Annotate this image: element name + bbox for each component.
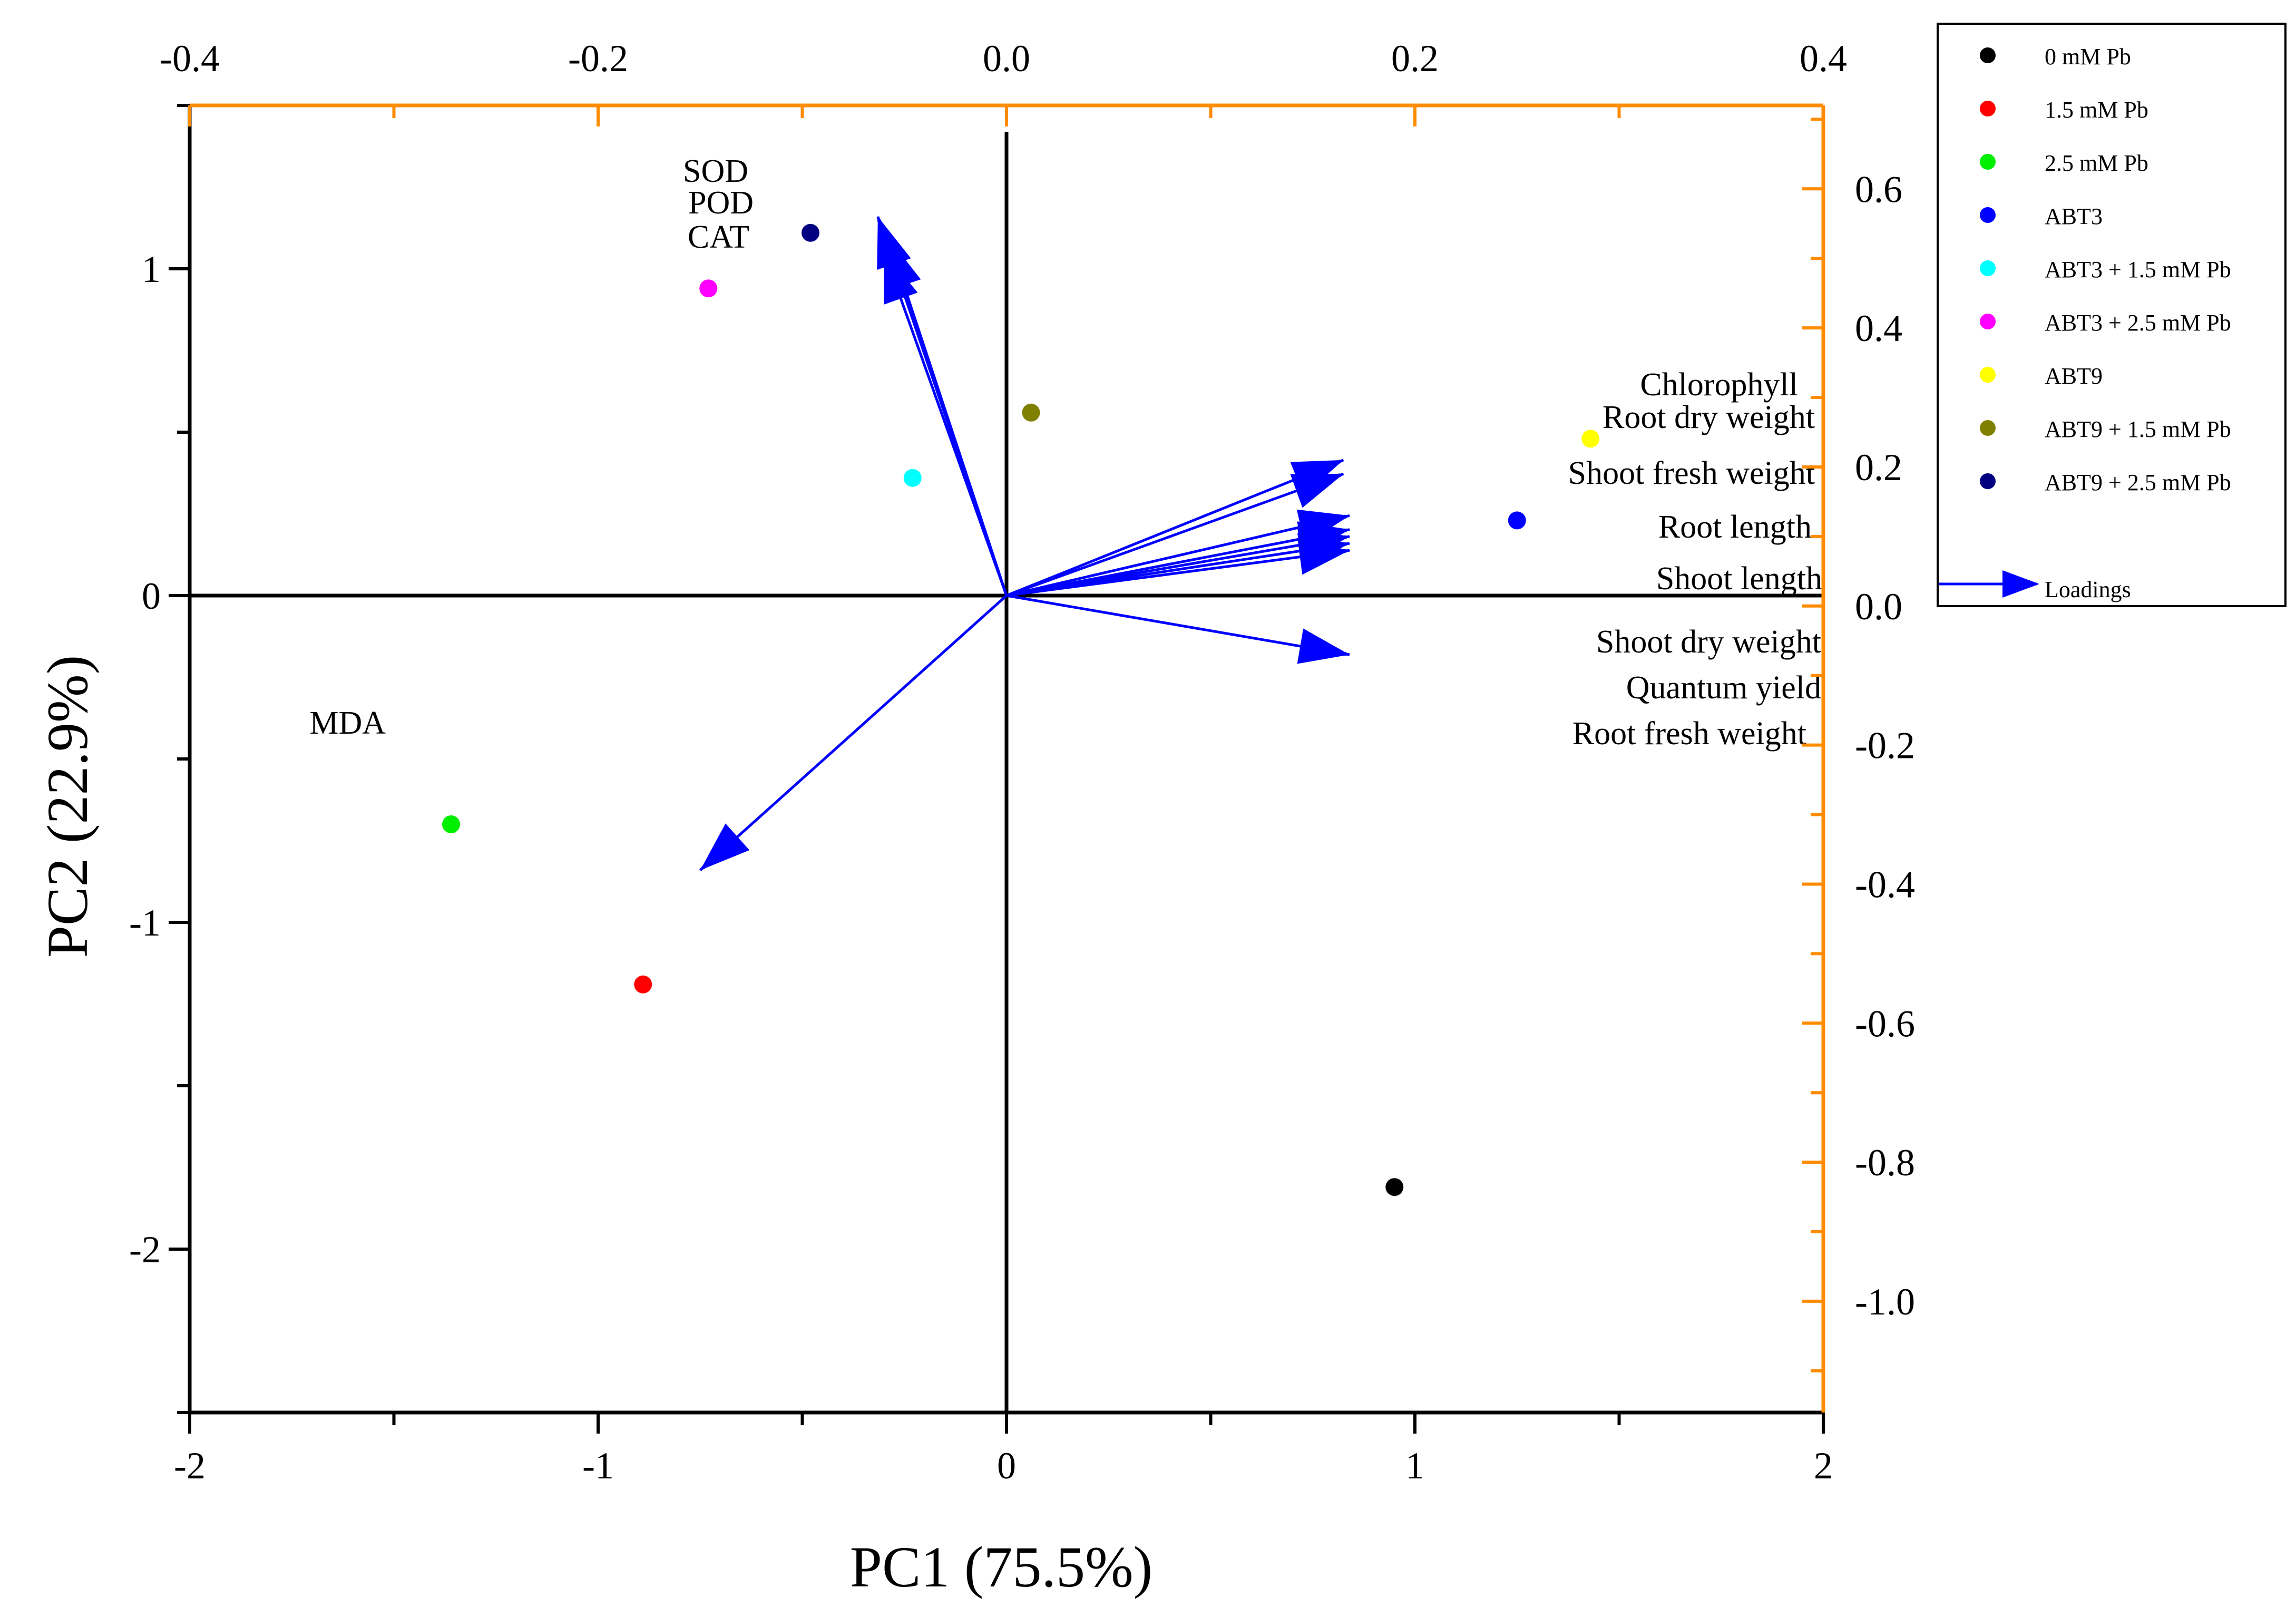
score-point <box>699 279 718 298</box>
legend: 0 mM Pb 1.5 mM Pb 2.5 mM Pb ABT3 ABT3 + 1.5 … <box>1937 23 2287 607</box>
right-tick-label: -0.2 <box>1855 725 1915 767</box>
loading-label: Quantum yield <box>1626 670 1821 706</box>
bottom-ticks: -2 -1 0 1 2 <box>174 1413 1833 1487</box>
loading-label: Shoot dry weight <box>1596 624 1821 660</box>
loading-arrow <box>1006 472 1344 597</box>
legend-label: ABT9 + 2.5 mM Pb <box>2045 470 2231 495</box>
legend-marker <box>1980 314 1996 329</box>
score-point <box>903 469 922 487</box>
legend-label: 0 mM Pb <box>2045 44 2131 70</box>
loading-arrow <box>1006 514 1350 597</box>
legend-item-loadings: Loadings <box>1939 570 2131 602</box>
score-point <box>1508 511 1526 530</box>
loading-arrowhead <box>1290 474 1344 508</box>
loading-arrow <box>1006 594 1350 656</box>
loading-arrowhead <box>700 823 750 871</box>
right-tick-label: 0.0 <box>1855 586 1902 628</box>
loading-label: SOD <box>683 153 748 189</box>
right-tick-label: 0.6 <box>1855 168 1902 210</box>
left-tick-label: 0 <box>142 575 161 617</box>
legend-label: ABT3 <box>2045 203 2103 229</box>
legend-marker <box>1980 367 1996 383</box>
legend-label: 1.5 mM Pb <box>2045 97 2148 123</box>
right-tick-label: 0.2 <box>1855 446 1902 489</box>
legend-marker <box>1980 101 1996 116</box>
score-point <box>802 223 819 242</box>
loading-arrowhead <box>884 251 918 305</box>
loading-label: MDA <box>309 705 386 741</box>
legend-box <box>1937 23 2287 607</box>
x-axis-title: PC1 (75.5%) <box>850 1535 1152 1599</box>
top-tick-label: -0.2 <box>568 37 628 80</box>
loading-label: POD <box>688 185 754 221</box>
bottom-tick-label: -1 <box>582 1445 614 1487</box>
legend-marker <box>1980 47 1996 63</box>
right-tick-label: -1.0 <box>1855 1281 1915 1323</box>
loading-label: Shoot fresh weight <box>1568 455 1815 491</box>
left-tick-label: -1 <box>129 902 161 944</box>
legend-label: ABT3 + 2.5 mM Pb <box>2045 310 2231 336</box>
top-tick-label: 0.2 <box>1391 37 1439 80</box>
right-tick-label: -0.6 <box>1855 1002 1915 1045</box>
bottom-tick-label: -2 <box>174 1445 206 1487</box>
loading-arrowhead <box>1297 628 1350 664</box>
top-tick-label: 0.4 <box>1800 37 1847 80</box>
bottom-tick-label: 0 <box>997 1445 1016 1487</box>
loading-label: Root length <box>1658 509 1812 545</box>
points-layer <box>442 223 1600 1196</box>
right-tick-label: -0.4 <box>1855 863 1915 905</box>
bottom-tick-label: 2 <box>1814 1445 1833 1487</box>
loading-label: CAT <box>688 219 749 255</box>
score-point <box>634 975 652 994</box>
legend-label: ABT9 + 1.5 mM Pb <box>2045 416 2231 442</box>
score-point <box>1022 403 1040 422</box>
right-tick-label: -0.8 <box>1855 1142 1915 1184</box>
loading-arrow <box>1006 535 1350 597</box>
legend-marker <box>1980 473 1996 489</box>
loading-arrow <box>1006 549 1350 597</box>
loading-label: Shoot length <box>1656 561 1822 597</box>
legend-marker <box>1980 260 1996 276</box>
loading-label: Chlorophyll <box>1640 367 1798 403</box>
top-tick-label: 0.0 <box>983 37 1030 80</box>
loading-arrow <box>886 237 1008 596</box>
loadings-legend-label: Loadings <box>2045 577 2131 602</box>
score-point <box>442 815 460 833</box>
left-tick-label: -2 <box>129 1229 161 1271</box>
top-ticks: -0.4 -0.2 0.0 0.2 0.4 <box>160 37 1847 126</box>
loading-arrow <box>883 251 1008 596</box>
legend-marker <box>1980 207 1996 223</box>
score-point <box>1581 430 1600 448</box>
right-tick-label: 0.4 <box>1855 307 1902 349</box>
loading-label: Root dry weight <box>1603 400 1815 435</box>
legend-items: 0 mM Pb 1.5 mM Pb 2.5 mM Pb ABT3 ABT3 + 1.5 … <box>1980 44 2231 495</box>
y-axis-title: PC2 (22.9%) <box>35 655 100 958</box>
legend-label: 2.5 mM Pb <box>2045 150 2148 176</box>
bottom-tick-label: 1 <box>1405 1445 1424 1487</box>
loadings-legend-arrowhead <box>2002 570 2039 598</box>
left-tick-label: 1 <box>142 248 161 290</box>
legend-marker <box>1980 420 1996 436</box>
loadings-layer <box>699 216 1350 871</box>
right-ticks: 0.6 0.4 0.2 0.0 -0.2 -0.4 -0.6 -0.8 -1.0 <box>1802 118 1915 1372</box>
top-tick-label: -0.4 <box>160 37 220 80</box>
score-point <box>1385 1178 1404 1196</box>
legend-label: ABT9 <box>2045 363 2103 389</box>
loading-arrow <box>1006 459 1344 597</box>
legend-label: ABT3 + 1.5 mM Pb <box>2045 257 2231 283</box>
loading-arrowhead <box>1297 539 1350 575</box>
loading-label: Root fresh weight <box>1572 716 1806 752</box>
left-ticks: -2 -1 0 1 <box>129 104 190 1414</box>
legend-marker <box>1980 154 1996 170</box>
loading-arrow <box>699 595 1008 871</box>
